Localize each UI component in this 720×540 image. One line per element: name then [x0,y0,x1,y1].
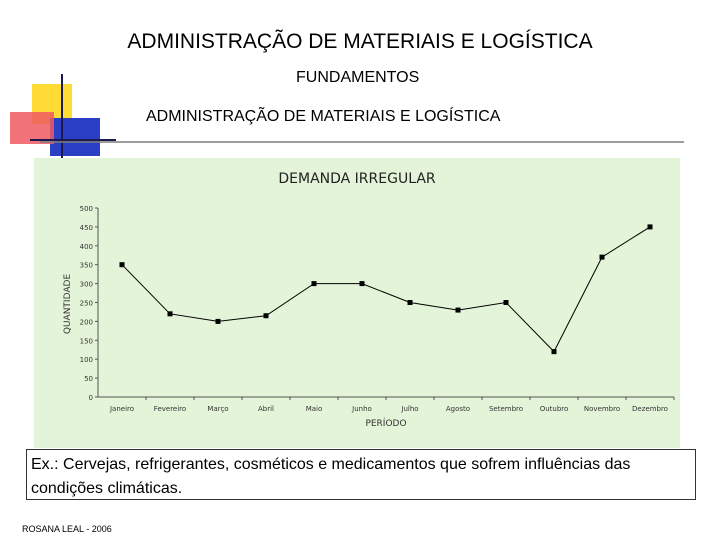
data-point [263,313,269,319]
x-tick-label: Agosto [446,405,470,413]
slide-title: ADMINISTRAÇÃO DE MATERIAIS E LOGÍSTICA [127,30,593,53]
chart-title: DEMANDA IRREGULAR [278,171,436,187]
y-tick-label: 50 [84,375,93,383]
x-tick-label: Junho [351,405,372,413]
y-tick-label: 450 [80,224,93,232]
y-tick-label: 0 [89,394,93,402]
x-axis-label: PERÍODO [365,417,406,429]
data-point [407,300,413,305]
x-tick-label: Novembro [584,405,620,413]
y-tick-label: 300 [80,281,93,289]
x-tick-label: Setembro [489,405,523,413]
x-tick-label: Dezembro [632,405,668,413]
y-axis-label: QUANTIDADE [63,274,73,335]
x-tick-label: Maio [306,405,323,413]
x-tick-label: Janeiro [109,405,134,413]
slide-subtitle-2: ADMINISTRAÇÃO DE MATERIAIS E LOGÍSTICA [146,108,501,125]
y-tick-label: 350 [80,262,93,270]
footer-credit: ROSANA LEAL - 2006 [22,524,112,534]
data-point [119,262,125,268]
data-point [215,318,221,324]
y-tick-label: 100 [80,356,93,364]
y-tick-label: 150 [80,337,93,345]
deco-blue-square [50,118,100,156]
data-point [503,300,509,305]
x-tick-label: Abril [258,405,274,413]
example-caption: Ex.: Cervejas, refrigerantes, cosméticos… [26,449,696,500]
series-line [121,226,651,353]
deco-red-square [10,112,54,144]
data-point [167,311,173,317]
decorative-squares [10,74,116,162]
y-tick-label: 250 [80,300,93,308]
x-tick-label: Julho [400,405,418,413]
y-tick-label: 200 [80,318,93,326]
data-point [551,349,557,355]
data-point [359,281,365,287]
data-point [647,224,653,230]
header-divider [40,141,684,143]
line-chart: DEMANDA IRREGULAR QUANTIDADE PERÍODO 0 50… [63,171,675,429]
chart-panel: DEMANDA IRREGULAR QUANTIDADE PERÍODO 0 50… [34,158,680,448]
x-tick-label: Outubro [540,405,569,413]
data-point [311,281,317,287]
data-point [455,307,461,313]
y-tick-label: 400 [80,243,93,251]
x-tick-label: Março [207,405,228,413]
y-tick-label: 500 [80,205,93,213]
slide-subtitle: FUNDAMENTOS [296,69,420,86]
x-tick-label: Fevereiro [154,405,186,413]
data-point [599,254,605,260]
